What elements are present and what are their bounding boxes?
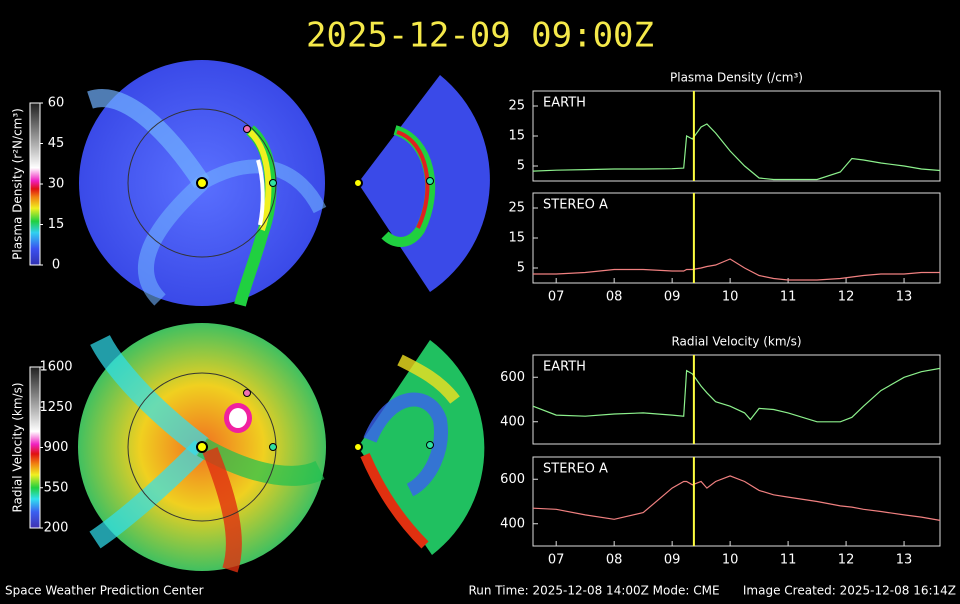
chart-title: Plasma Density (/cm³)	[670, 71, 803, 85]
density-map	[79, 60, 490, 307]
plot-frame	[532, 354, 941, 445]
y-tick-label: 400	[500, 516, 525, 531]
y-tick-label: 15	[508, 129, 525, 144]
x-tick-label: 07	[548, 553, 565, 568]
footer-right: Image Created: 2025-12-08 16:14Z	[743, 584, 956, 598]
series-line	[533, 258, 940, 281]
series-line	[532, 367, 941, 423]
colorbar-tick-label: 900	[44, 440, 69, 455]
x-tick-label: 13	[896, 553, 913, 568]
colorbar-label: Radial Velocity (km/s)	[11, 382, 25, 512]
series-line	[532, 123, 941, 181]
x-tick-label: 12	[838, 290, 855, 305]
series-label: EARTH	[543, 360, 586, 375]
colorbar-tick-label: 1250	[39, 400, 72, 415]
series-label: STEREO A	[543, 198, 608, 213]
series-line	[532, 475, 941, 521]
x-tick-label: 09	[664, 553, 681, 568]
x-tick-label: 10	[722, 290, 739, 305]
x-tick-label: 11	[780, 290, 797, 305]
x-tick-label: 08	[606, 553, 623, 568]
colorbar-label: Plasma Density (r²N/cm³)	[11, 108, 25, 260]
main-title: 2025-12-09 09:00Z	[306, 16, 654, 56]
plot-frame	[532, 456, 941, 547]
y-tick-label: 400	[500, 414, 525, 429]
colorbar-tick-label: 1600	[39, 360, 72, 375]
footer-left: Space Weather Prediction Center	[5, 584, 204, 598]
x-tick-label: 11	[780, 553, 797, 568]
y-tick-label: 25	[508, 99, 525, 114]
x-tick-label: 08	[606, 290, 623, 305]
velocity-map	[78, 323, 485, 573]
x-tick-label: 09	[664, 290, 681, 305]
y-tick-label: 25	[508, 201, 525, 216]
y-tick-label: 5	[517, 159, 525, 174]
y-tick-label: 5	[517, 261, 525, 276]
series-label: STEREO A	[543, 462, 608, 477]
colorbar	[29, 102, 41, 266]
y-tick-label: 15	[508, 231, 525, 246]
y-tick-label: 600	[500, 472, 525, 487]
x-tick-label: 07	[548, 290, 565, 305]
colorbar-tick-label: 550	[44, 480, 69, 495]
colorbar-tick-label: 0	[52, 258, 60, 273]
footer-center: Run Time: 2025-12-08 14:00Z Mode: CME	[468, 584, 719, 598]
colorbar-tick-label: 60	[48, 96, 65, 111]
y-tick-label: 600	[500, 370, 525, 385]
colorbar-tick-label: 200	[44, 521, 69, 536]
plot-frame	[532, 90, 941, 182]
x-tick-label: 10	[722, 553, 739, 568]
x-tick-label: 13	[896, 290, 913, 305]
chart-title: Radial Velocity (km/s)	[671, 335, 801, 349]
colorbar	[29, 366, 41, 529]
colorbar-tick-label: 30	[48, 177, 65, 192]
colorbar-tick-label: 45	[48, 136, 65, 151]
x-tick-label: 12	[838, 553, 855, 568]
series-label: EARTH	[543, 96, 586, 111]
colorbar-tick-label: 15	[48, 217, 65, 232]
